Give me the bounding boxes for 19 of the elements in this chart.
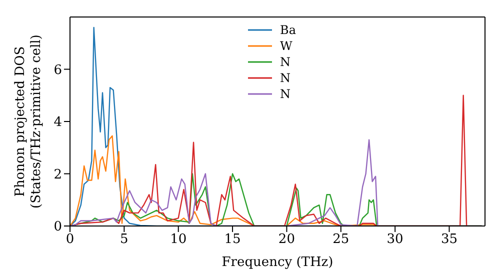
legend-label: N xyxy=(280,70,290,86)
x-tick-label: 10 xyxy=(170,232,187,248)
legend-label: N xyxy=(280,86,290,102)
x-tick-label: 30 xyxy=(386,232,404,248)
legend-label: W xyxy=(280,38,292,54)
legend-label: N xyxy=(280,54,290,70)
x-axis-title: Frequency (THz) xyxy=(222,255,334,270)
legend-label: Ba xyxy=(280,22,296,38)
y-tick-label: 4 xyxy=(54,115,62,130)
x-tick-label: 5 xyxy=(120,232,128,248)
y-tick-label: 2 xyxy=(54,167,62,182)
x-tick-label: 20 xyxy=(278,232,295,248)
y-tick-label: 0 xyxy=(54,220,62,235)
y-axis-title: Phonon projected DOS (States/THz·primitive cell) xyxy=(13,34,44,209)
x-tick-label: 15 xyxy=(224,232,241,248)
y-tick-label: 6 xyxy=(54,62,62,78)
x-tick-label: 25 xyxy=(332,232,350,248)
x-tick-label: 0 xyxy=(66,232,74,248)
x-tick-label: 35 xyxy=(440,232,458,248)
